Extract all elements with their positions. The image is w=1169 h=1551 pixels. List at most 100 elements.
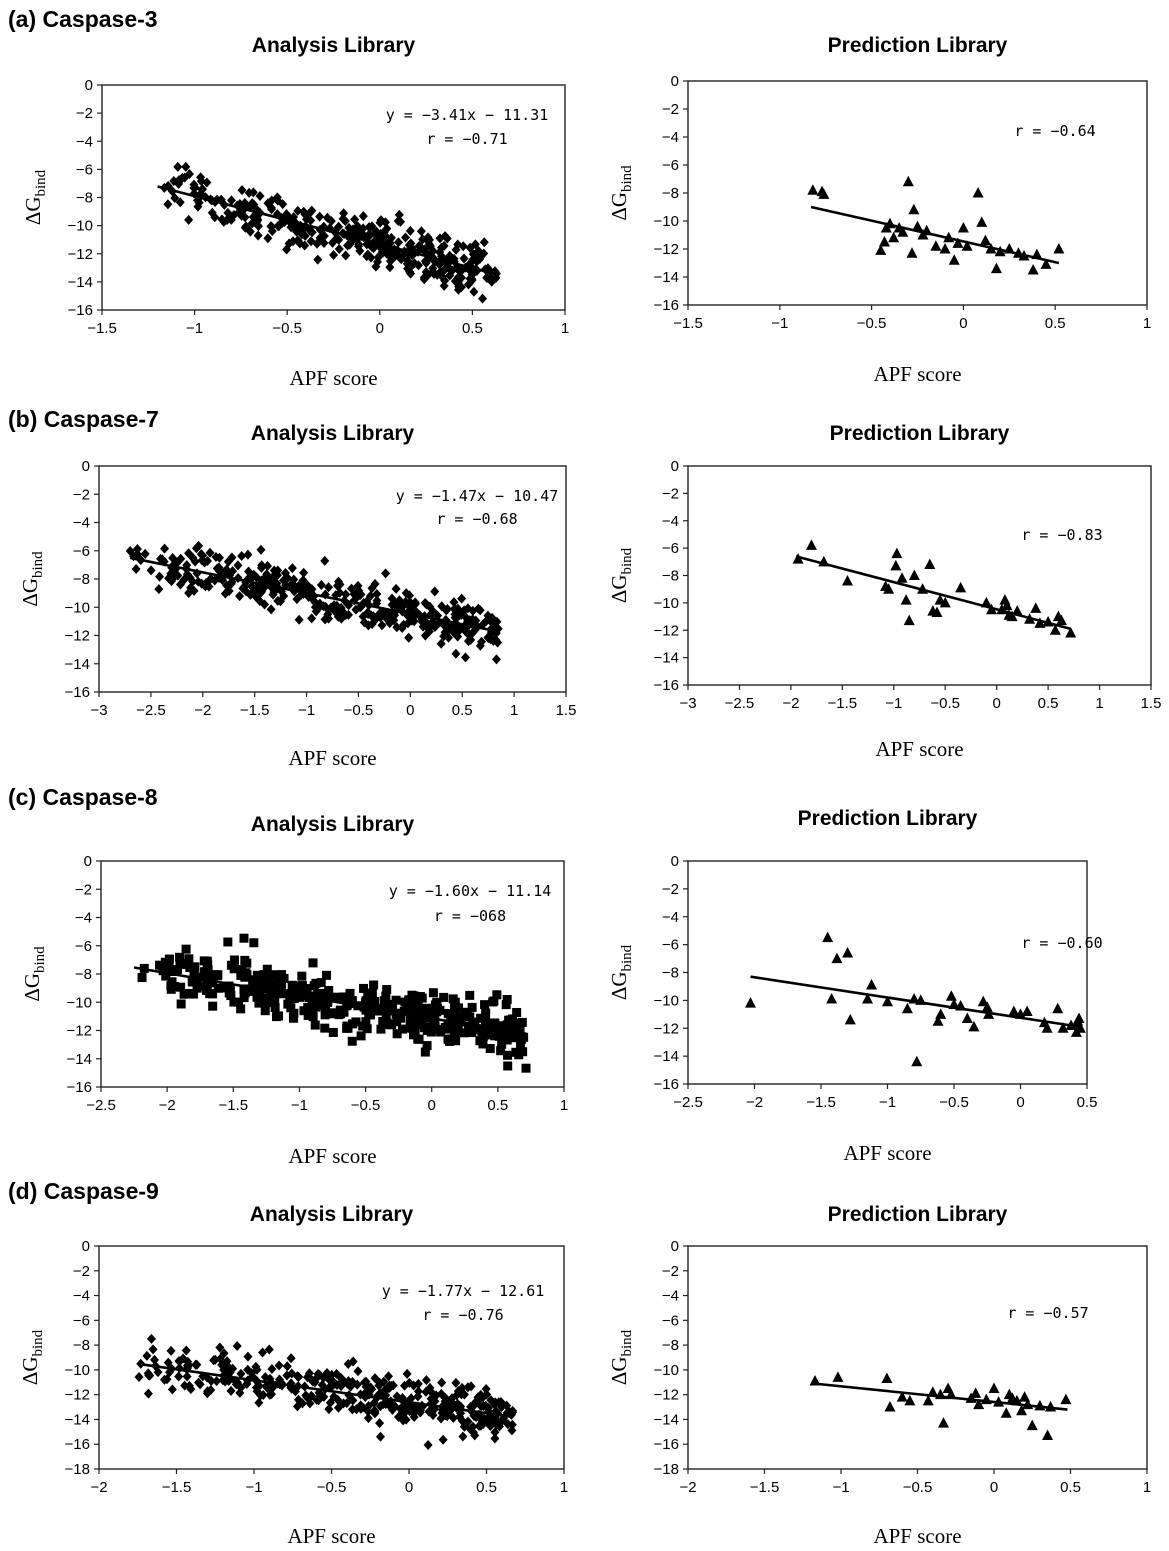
data-point — [293, 205, 303, 216]
data-point — [267, 1364, 277, 1375]
data-point — [258, 1347, 268, 1358]
data-point — [1057, 1022, 1069, 1033]
data-point — [232, 1340, 242, 1351]
data-point — [244, 566, 254, 577]
data-point — [301, 214, 311, 225]
y-tick-label: 0 — [671, 853, 679, 870]
data-point — [1053, 243, 1065, 254]
regression-equation: y = −1.60x − 11.14 — [389, 882, 552, 900]
data-point — [1000, 1407, 1012, 1418]
y-tick-label: −16 — [68, 302, 93, 319]
data-point — [222, 1356, 232, 1367]
y-tick-label: −10 — [65, 1362, 90, 1379]
data-point — [277, 970, 287, 980]
y-tick-label: −8 — [76, 190, 93, 207]
data-point — [362, 1024, 372, 1034]
data-point — [891, 547, 903, 559]
data-point — [437, 1407, 447, 1418]
data-point — [321, 970, 331, 980]
data-point — [201, 985, 211, 995]
data-point — [182, 1371, 192, 1382]
x-tick-label: 0.5 — [452, 702, 473, 719]
data-point — [163, 199, 173, 210]
data-point — [875, 244, 887, 255]
data-point — [268, 571, 278, 582]
data-point — [458, 241, 468, 252]
y-tick-label: −16 — [654, 677, 679, 694]
data-point — [900, 594, 912, 605]
x-tick-label: −1 — [771, 315, 788, 332]
data-point — [320, 1023, 330, 1033]
data-point — [366, 996, 376, 1006]
data-point — [955, 581, 967, 593]
regression-line — [810, 205, 1060, 265]
x-tick-label: −0.5 — [272, 320, 302, 337]
x-axis-label: APF score — [288, 1144, 376, 1168]
data-point — [257, 976, 267, 986]
data-point — [466, 1381, 476, 1392]
data-point — [187, 977, 197, 987]
data-point — [224, 981, 234, 991]
data-point — [258, 1389, 268, 1400]
data-point — [420, 1047, 430, 1057]
data-point — [174, 1356, 184, 1367]
data-point — [342, 1023, 352, 1033]
data-point — [255, 596, 265, 607]
data-point — [353, 1366, 363, 1377]
data-point — [474, 1395, 484, 1406]
regression-equation: y = −1.47x − 10.47 — [396, 487, 559, 505]
x-tick-label: 1.5 — [1141, 695, 1162, 712]
data-point — [205, 547, 215, 558]
data-point — [422, 1003, 432, 1013]
x-tick-label: −2.5 — [136, 702, 166, 719]
data-point — [332, 232, 342, 243]
x-tick-label: −2 — [159, 1097, 176, 1114]
data-point — [402, 258, 412, 269]
data-point — [745, 997, 757, 1008]
data-point — [223, 556, 233, 567]
data-point — [470, 239, 480, 250]
data-point — [945, 990, 957, 1001]
data-point — [1034, 617, 1046, 628]
x-tick-label: −1.5 — [750, 1479, 780, 1496]
data-point — [333, 606, 343, 617]
data-point — [168, 553, 178, 564]
data-point — [208, 978, 218, 988]
data-point — [1011, 1394, 1023, 1406]
data-point — [494, 1031, 504, 1041]
data-point — [471, 615, 481, 626]
chart-d-analysis: Analysis Library0−2−4−6−8−10−12−14−16−18… — [18, 1203, 568, 1548]
data-point — [161, 971, 171, 981]
data-point — [160, 543, 170, 554]
y-tick-label: 0 — [671, 458, 679, 475]
data-point — [888, 231, 900, 243]
data-point — [300, 230, 310, 241]
data-point — [407, 990, 417, 1000]
y-tick-label: −12 — [65, 1387, 90, 1404]
data-point — [469, 1017, 479, 1027]
data-point — [490, 1397, 500, 1408]
data-point — [200, 967, 210, 977]
data-point — [420, 630, 430, 641]
y-tick-label: −10 — [654, 213, 679, 230]
data-point — [233, 560, 243, 571]
data-point — [494, 1421, 504, 1432]
data-point — [253, 230, 263, 241]
data-point — [203, 556, 213, 567]
data-point — [287, 563, 297, 574]
x-tick-label: 0.5 — [1060, 1479, 1081, 1496]
data-point — [381, 991, 391, 1001]
data-point — [511, 1047, 521, 1057]
correlation-label: r = −068 — [434, 907, 506, 925]
data-point — [242, 958, 252, 968]
y-axis-label: ΔGbind — [607, 165, 635, 221]
data-point — [325, 1009, 335, 1019]
data-point — [385, 1020, 395, 1030]
data-point — [181, 1345, 191, 1356]
data-point — [490, 1018, 500, 1028]
data-point — [192, 978, 202, 988]
x-tick-label: −1 — [298, 702, 315, 719]
data-point — [421, 1375, 431, 1386]
x-tick-label: 0 — [428, 1097, 436, 1114]
data-point — [448, 1413, 458, 1424]
